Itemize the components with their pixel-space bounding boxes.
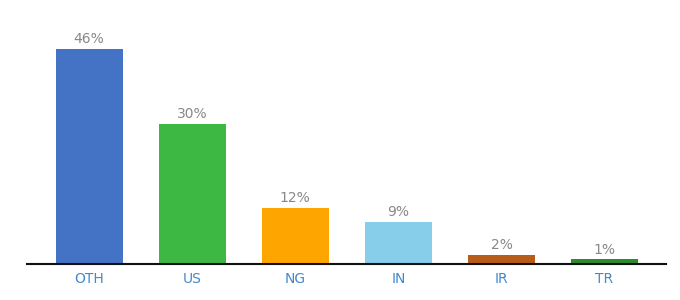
Bar — [571, 259, 638, 264]
Bar — [262, 208, 328, 264]
Text: 12%: 12% — [280, 191, 311, 205]
Text: 2%: 2% — [490, 238, 513, 252]
Bar — [365, 222, 432, 264]
Text: 46%: 46% — [73, 32, 105, 46]
Text: 9%: 9% — [388, 205, 409, 219]
Bar — [468, 255, 535, 264]
Bar — [158, 124, 226, 264]
Text: 1%: 1% — [594, 242, 615, 256]
Text: 30%: 30% — [177, 107, 207, 121]
Bar — [56, 49, 122, 264]
